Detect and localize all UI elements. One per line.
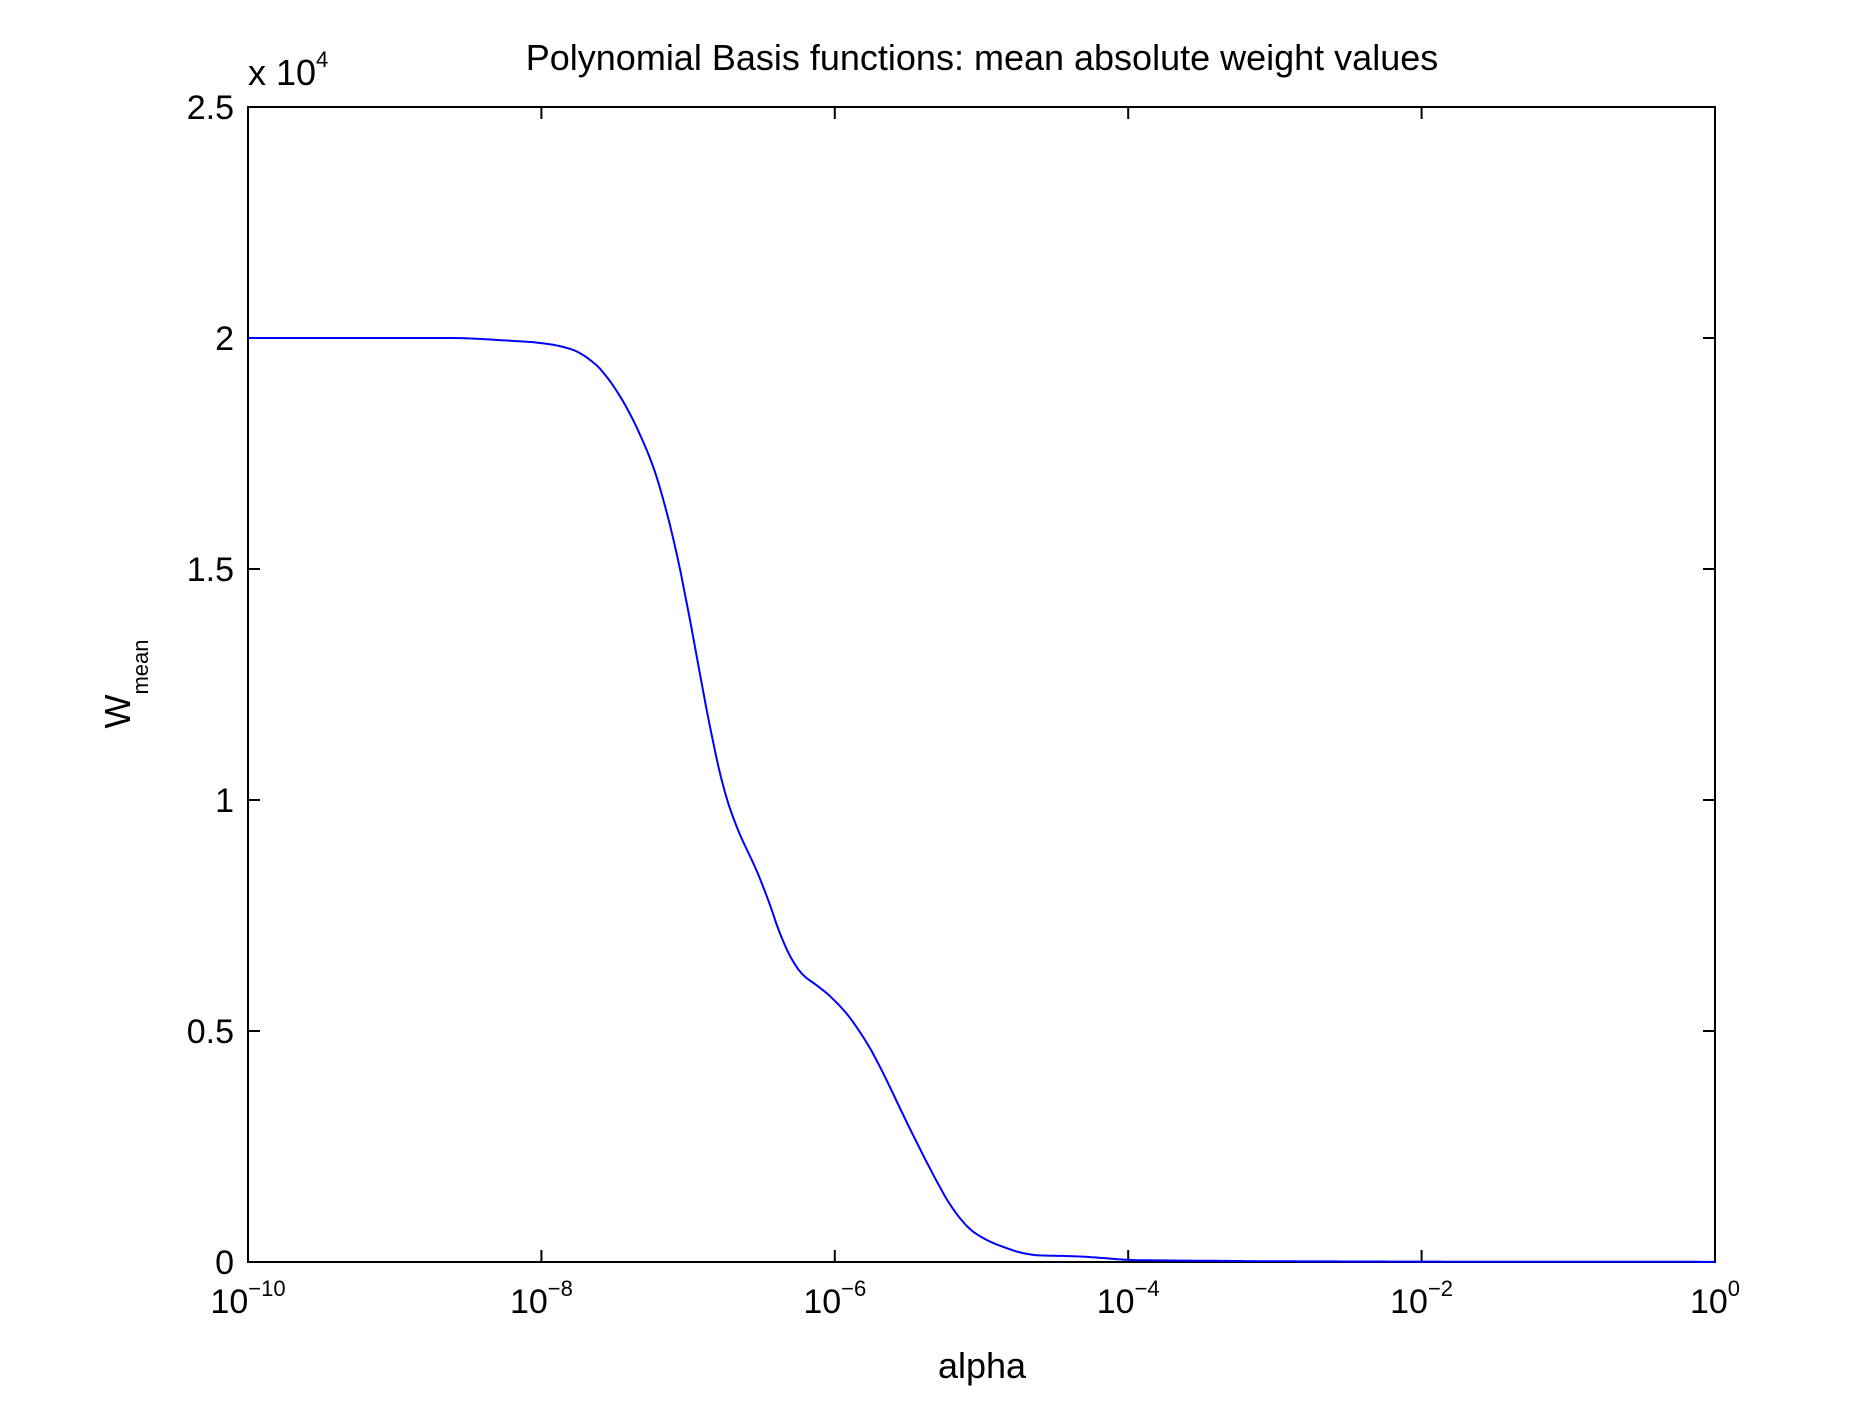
x-tick-label-base: 10: [210, 1283, 248, 1321]
x-tick-label-exponent: −4: [1135, 1276, 1160, 1301]
y-tick-label: 2: [215, 320, 234, 358]
y-multiplier-exponent: 4: [316, 47, 328, 72]
x-tick-label: 10−4: [1097, 1276, 1160, 1321]
x-tick-label: 10−8: [510, 1276, 573, 1321]
y-tick-label: 0.5: [187, 1013, 234, 1051]
series-line: [248, 337, 1715, 1263]
y-multiplier-prefix: x 10: [248, 52, 316, 93]
x-tick-label-exponent: 0: [1728, 1276, 1740, 1301]
y-tick-label: 1.5: [187, 551, 234, 589]
x-tick-label-exponent: −10: [248, 1276, 285, 1301]
x-tick-label-base: 10: [1390, 1283, 1428, 1321]
y-axis-label: Wmean: [97, 639, 153, 728]
chart-title: Polynomial Basis functions: mean absolut…: [526, 37, 1439, 78]
x-axis-ticks: 10−10 10−8 10−6 10−4 10−2 100: [210, 107, 1740, 1321]
y-tick-label: 2.5: [187, 89, 234, 127]
y-axis-label-subscript: mean: [128, 639, 153, 694]
y-axis-label-main: W: [97, 695, 138, 729]
x-tick-label-base: 10: [510, 1283, 548, 1321]
x-tick-label: 10−6: [803, 1276, 866, 1321]
x-tick-label-base: 10: [1690, 1283, 1728, 1321]
x-tick-label: 10−2: [1390, 1276, 1453, 1321]
y-axis-ticks: 0 0.5 1 1.5 2 2.5: [187, 89, 1715, 1282]
x-tick-label-base: 10: [803, 1283, 841, 1321]
plot-area: [247, 106, 1716, 1263]
y-multiplier: x 104: [248, 47, 328, 93]
y-tick-label: 0: [215, 1244, 234, 1282]
x-tick-label: 100: [1690, 1276, 1740, 1321]
x-tick-label-exponent: −6: [841, 1276, 866, 1301]
x-tick-label-exponent: −8: [548, 1276, 573, 1301]
x-tick-label-base: 10: [1097, 1283, 1135, 1321]
x-tick-label: 10−10: [210, 1276, 285, 1321]
x-axis-label: alpha: [938, 1345, 1027, 1386]
x-tick-label-exponent: −2: [1428, 1276, 1453, 1301]
y-tick-label: 1: [215, 782, 234, 820]
